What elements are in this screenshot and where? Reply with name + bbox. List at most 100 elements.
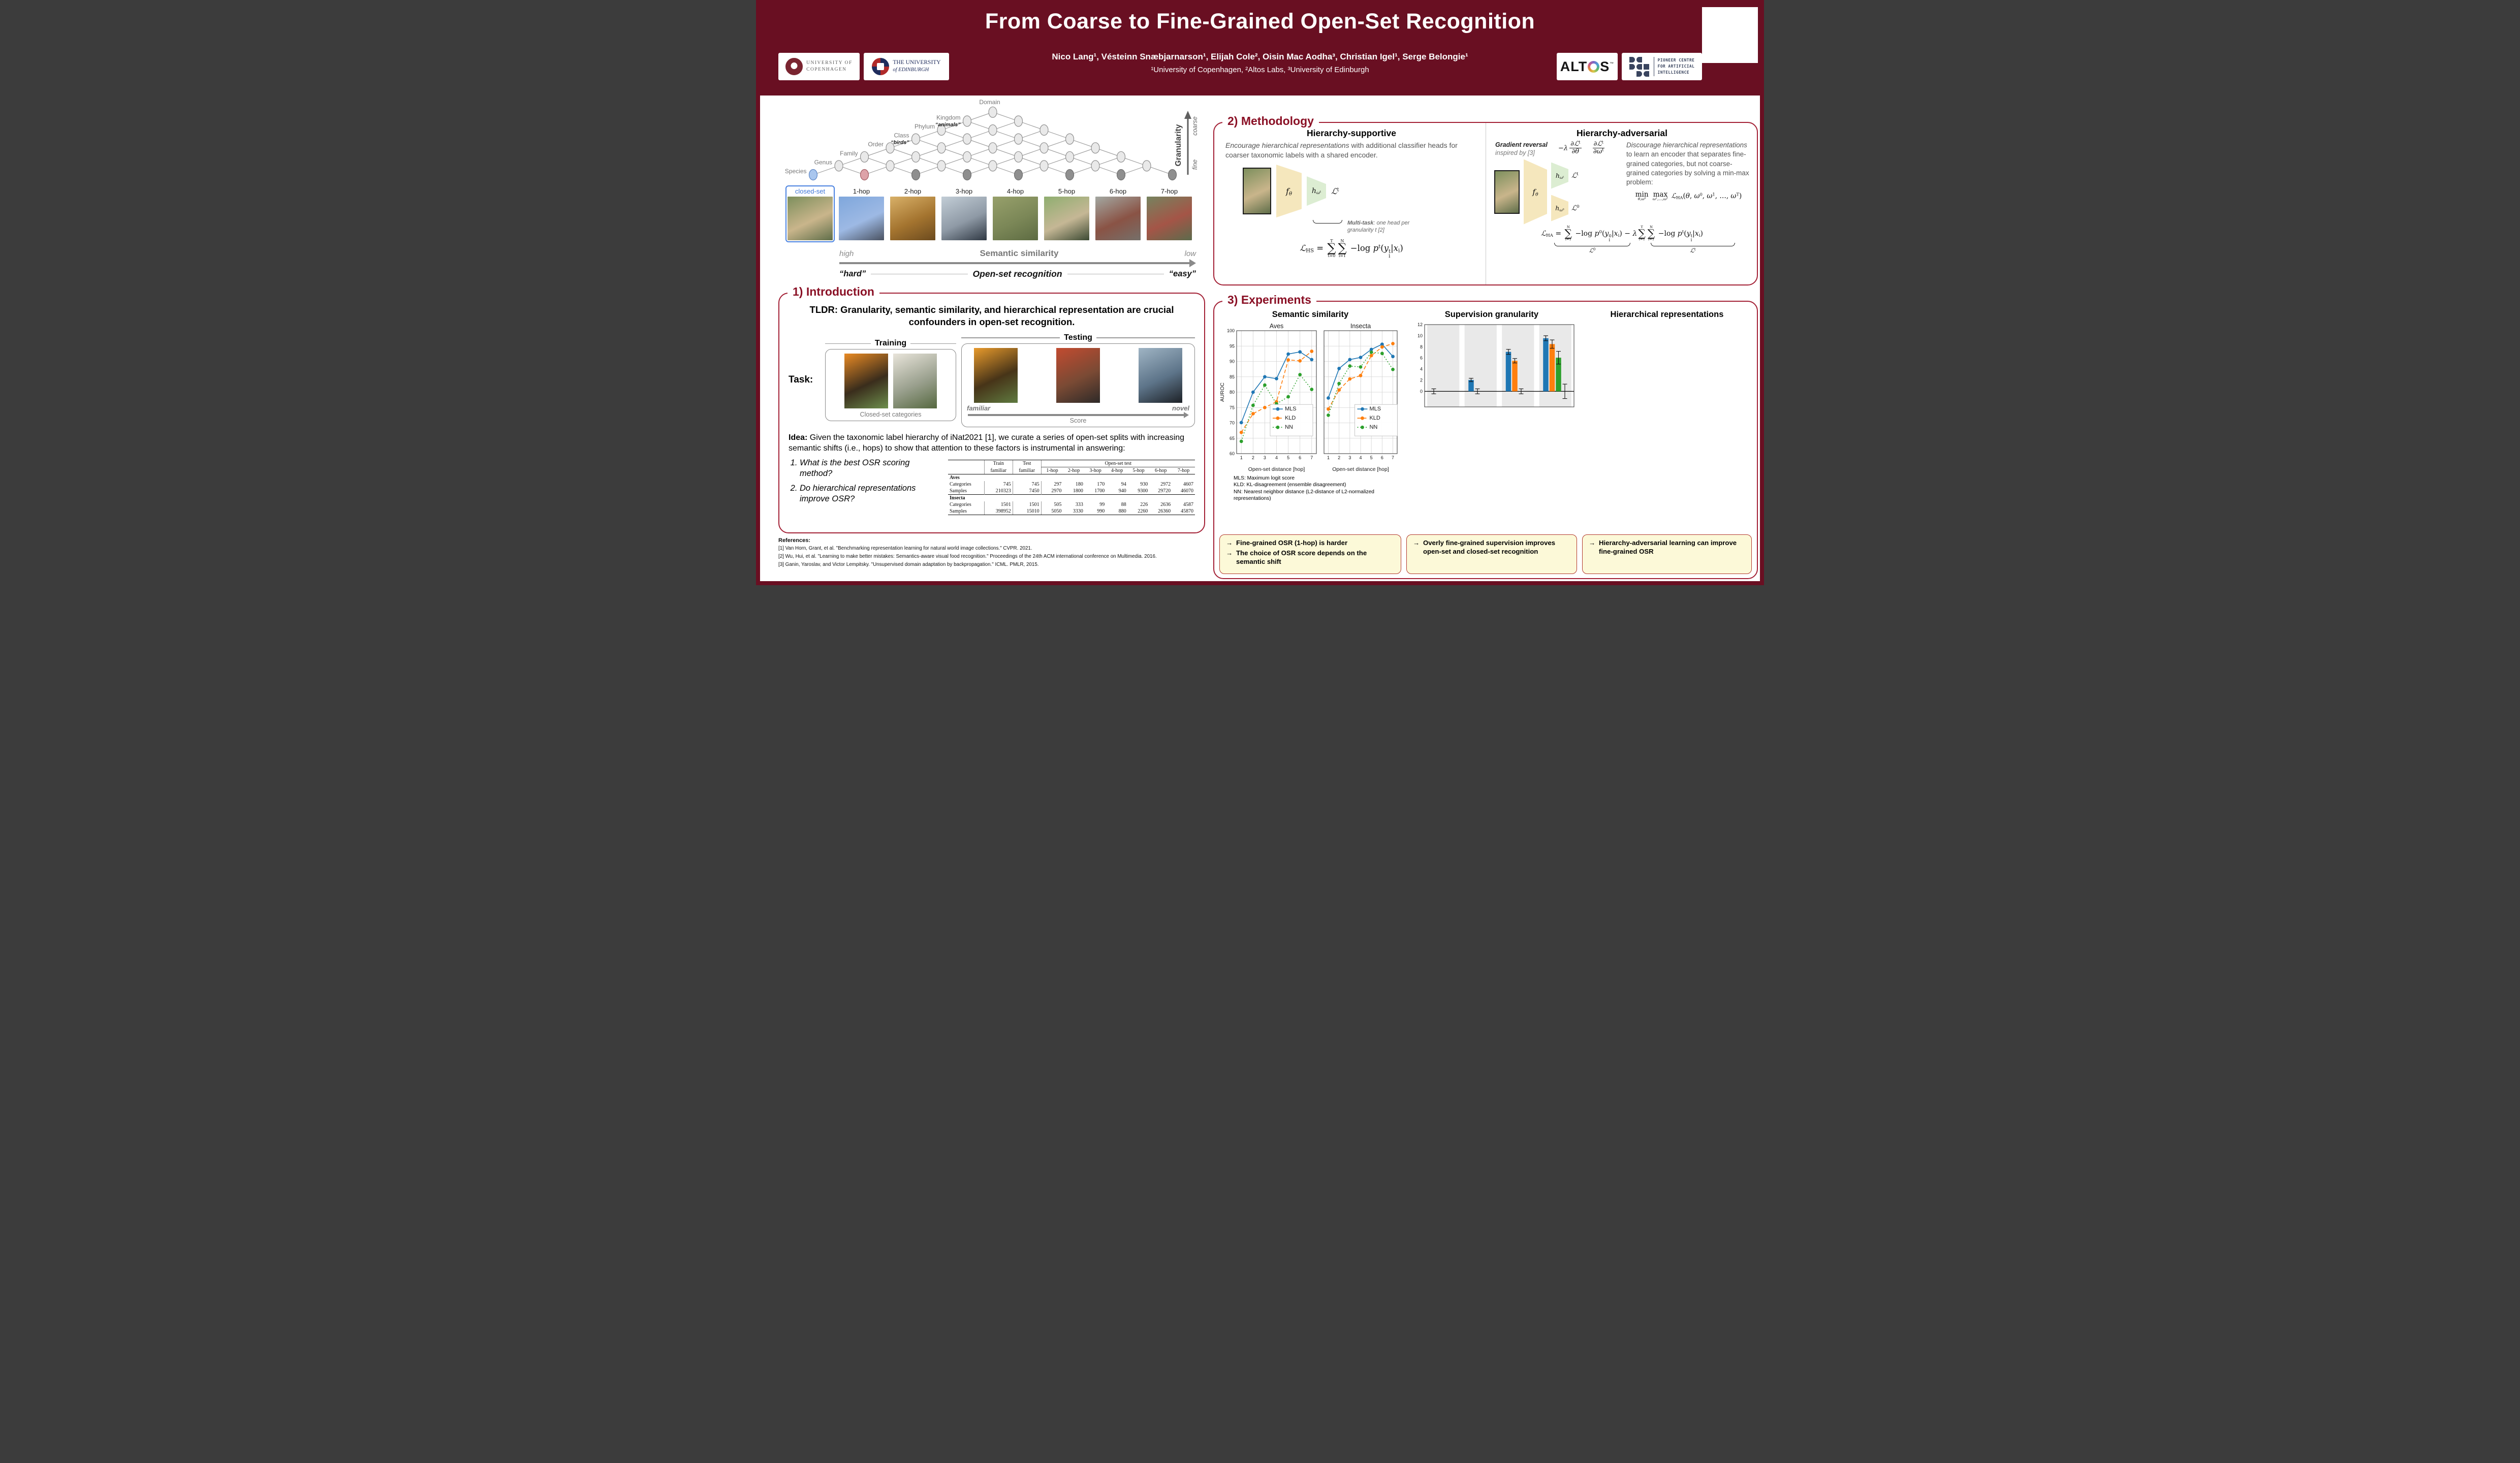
svg-text:Kingdom: Kingdom	[936, 114, 960, 121]
bar-train: Species (fine)	[1468, 379, 1474, 392]
svg-text:Order: Order	[868, 141, 884, 148]
svg-text:Family: Family	[840, 150, 858, 157]
poster-title: From Coarse to Fine-Grained Open-Set Rec…	[985, 9, 1535, 34]
similarity-arrow-icon	[839, 259, 1196, 267]
ucph-logo: UNIVERSITY OF COPENHAGEN	[778, 53, 860, 80]
hop-column-5-hop: 5-hop	[1042, 185, 1091, 242]
svg-text:1: 1	[1327, 455, 1330, 460]
svg-text:“birds”: “birds”	[891, 140, 909, 146]
svg-text:85: 85	[1230, 374, 1235, 379]
svg-text:Granularity: Granularity	[1174, 124, 1183, 166]
svg-text:Open-set distance [hop]: Open-set distance [hop]	[1248, 466, 1305, 472]
pioneer-logo-glyphs	[1629, 56, 1649, 77]
svg-text:7: 7	[1392, 455, 1394, 460]
ucph-logo-text: UNIVERSITY OF COPENHAGEN	[806, 60, 853, 72]
methodology-section: 2) Methodology Hierarchy-supportive Enco…	[1213, 114, 1758, 285]
bar-train: Genus	[1512, 361, 1518, 392]
taxonomy-figure: Species Genus Family Order Class “birds” Phylu…	[778, 99, 1205, 279]
similarity-high-label: high	[839, 249, 854, 258]
task-row: Task: Training Closed-set categories Tes…	[789, 333, 1195, 427]
testing-title: Testing	[1064, 333, 1092, 342]
svg-text:7: 7	[1310, 455, 1313, 460]
similarity-title: Semantic similarity	[980, 248, 1059, 258]
chart-alpha-sweep	[1582, 419, 1750, 534]
testing-photo-peacock-butterfly	[1056, 348, 1100, 403]
svg-text:6: 6	[1420, 356, 1423, 361]
encoder-trapezoid: fθ	[1276, 165, 1302, 218]
chart-supervision-auroc	[1406, 429, 1577, 535]
taxonomy-tree-diagram: Species Genus Family Order Class“birds” Phylu…	[785, 99, 1199, 181]
hop-column-2-hop: 2-hop	[888, 185, 937, 242]
multitask-brace	[1313, 220, 1342, 224]
semantic-similarity-scale: high Semantic similarity low “hard” Open…	[839, 248, 1196, 279]
svg-text:2: 2	[1420, 377, 1423, 383]
hierarchy-supportive-description: Encourage hierarchical representations w…	[1225, 141, 1458, 160]
svg-text:95: 95	[1230, 343, 1235, 348]
svg-text:10: 10	[1418, 333, 1423, 338]
hop-label: 7-hop	[1160, 187, 1178, 195]
hop-label: 6-hop	[1109, 187, 1127, 195]
svg-text:2: 2	[1338, 455, 1340, 460]
encoder-trapezoid: fθ	[1524, 159, 1547, 225]
svg-text:“animals”: “animals”	[935, 121, 961, 128]
hierarchical-representations-panel-title: Hierarchical representations	[1610, 310, 1724, 319]
novel-label: novel	[1172, 404, 1189, 412]
hop-photo-2	[890, 197, 935, 240]
svg-text:8: 8	[1420, 344, 1423, 349]
hop-photo-7	[1147, 197, 1192, 240]
svg-text:Species: Species	[785, 168, 807, 175]
hierarchy-adversarial-title: Hierarchy-adversarial	[1577, 128, 1667, 138]
coarse-head-trapezoid: hω0	[1551, 195, 1568, 221]
svg-text:1: 1	[1240, 455, 1243, 460]
chart-semantic-similarity-aves: 60 65 70 75 80 85 90 95 100 1 2 3 4 5 6 7 Open-set dista…	[1219, 323, 1317, 472]
hop-label: 2-hop	[904, 187, 922, 195]
svg-text:3: 3	[1264, 455, 1266, 460]
hop-column-7-hop: 7-hop	[1145, 185, 1194, 242]
hop-photo-3	[941, 197, 987, 240]
svg-text:3: 3	[1348, 455, 1351, 460]
hierarchy-adversarial-description: Discourage hierarchical representations …	[1626, 141, 1749, 186]
author-list: Nico Lang¹, Vésteinn Snæbjarnarson¹, Eli…	[1052, 52, 1468, 61]
pioneer-centre-logo: PIONEER CENTRE FOR ARTIFICIAL INTELLIGENCE	[1622, 53, 1702, 80]
chart-hierarchical-insecta	[1673, 321, 1750, 417]
loss-t-label: ℒt	[1571, 171, 1579, 180]
research-question: What is the best OSR scoring method?	[800, 458, 941, 479]
training-photo-monarch	[844, 354, 888, 409]
chart-supervision-macro-accuracy: 0 2 4 6 8 10 12	[1418, 322, 1574, 407]
svg-text:65: 65	[1230, 436, 1235, 441]
training-title: Training	[874, 339, 907, 348]
reference-item: [2] Wu, Hui, et al. "Learning to make be…	[778, 554, 1157, 560]
svg-text:2: 2	[1252, 455, 1254, 460]
task-label: Task:	[789, 374, 813, 386]
experiments-section: 3) Experiments Semantic similarity 60 65 7…	[1213, 293, 1758, 579]
references-label: References:	[778, 537, 810, 544]
svg-text:Class: Class	[894, 132, 909, 139]
testing-photo-orca	[1139, 348, 1182, 403]
altos-logo-text: ALT S ™	[1560, 58, 1615, 74]
svg-text:6: 6	[1381, 455, 1383, 460]
edinburgh-logo: THE UNIVERSITY of EDINBURGH	[864, 53, 949, 80]
takeaway-semantic-similarity: → Fine-grained OSR (1-hop) is harder → The …	[1219, 534, 1401, 574]
hop-photo-6	[1095, 197, 1141, 240]
svg-text:AUROC: AUROC	[1219, 383, 1225, 402]
svg-text:100: 100	[1227, 328, 1235, 333]
hop-column-6-hop: 6-hop	[1093, 185, 1143, 242]
loss-ha-braces: ℒ0 ℒt	[1494, 242, 1750, 254]
svg-text:Genus: Genus	[814, 158, 832, 166]
score-label: Score	[1069, 417, 1087, 424]
introduction-header: 1) Introduction	[788, 285, 879, 299]
osr-hard-label: “hard”	[839, 269, 866, 278]
qr-code	[1702, 7, 1758, 63]
svg-text:NN: NN	[1369, 424, 1377, 430]
altos-logo: ALT S ™	[1557, 53, 1618, 80]
hierarchy-adversarial-diagram: fθ hωt ℒt hω0 ℒ0	[1494, 159, 1620, 225]
gradient-reversal-formula: −λ ∂ℒt ∂θ	[1558, 140, 1582, 156]
arrow-icon: →	[1412, 539, 1420, 547]
osr-easy-label: “easy”	[1169, 269, 1196, 278]
edinburgh-crest-icon	[872, 58, 890, 75]
training-caption: Closed-set categories	[860, 411, 922, 419]
idea-statement: Idea: Given the taxonomic label hierarch…	[789, 433, 1185, 453]
testing-panel: Testing familiar novel Score	[961, 333, 1195, 427]
loss-t-label: ℒt	[1331, 186, 1339, 196]
chart-semantic-similarity-insecta: 1 2 3 4 5 6 7 Open-set distance [hop] Insecta MLS…	[1324, 323, 1398, 472]
